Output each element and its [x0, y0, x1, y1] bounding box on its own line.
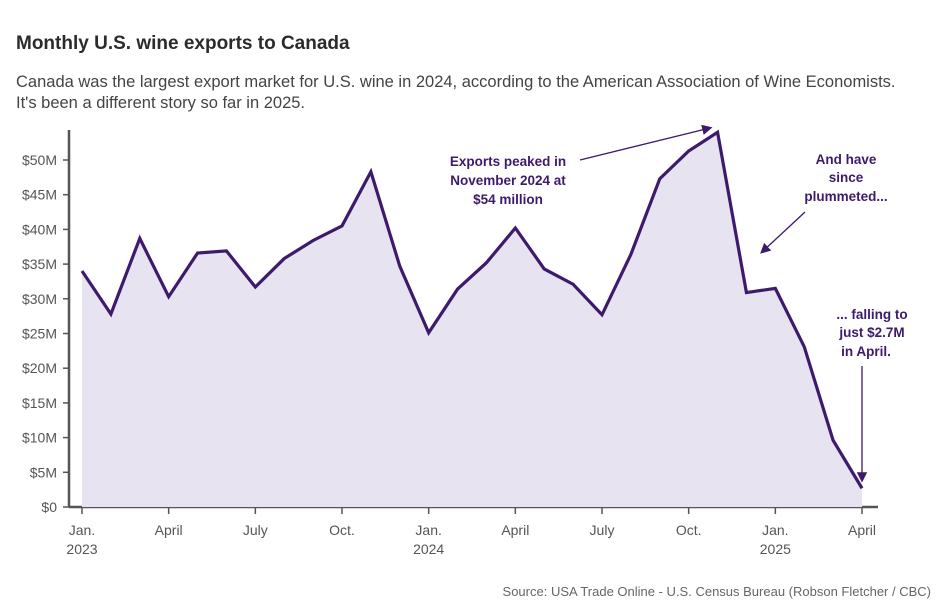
y-tick-label: $45M: [22, 187, 57, 203]
data-point: [542, 267, 546, 271]
decline-annotation-line1: And have: [816, 152, 877, 167]
x-tick-year-label: 2025: [760, 541, 791, 557]
data-point: [369, 170, 373, 174]
y-tick-label: $15M: [22, 395, 57, 411]
data-point: [311, 239, 315, 243]
peak-arrow: [579, 124, 713, 161]
data-point: [716, 130, 720, 134]
y-tick-label: $25M: [22, 326, 57, 342]
data-point: [744, 291, 748, 295]
chart-source: Source: USA Trade Online - U.S. Census B…: [502, 584, 931, 599]
data-point: [398, 264, 402, 268]
data-point: [167, 295, 171, 299]
x-tick-label: April: [848, 522, 876, 538]
april-annotation-line3: in April.: [841, 344, 891, 359]
april-annotation-line2: just $2.7M: [838, 325, 904, 340]
peak-annotation-line2: November 2024 at: [450, 173, 566, 188]
x-tick-label: July: [590, 522, 615, 538]
x-tick-label: Jan.: [69, 522, 95, 538]
data-point: [658, 177, 662, 181]
data-point: [427, 331, 431, 335]
peak-annotation-line3: $54 million: [473, 192, 543, 207]
data-point: [802, 345, 806, 349]
y-tick-label: $10M: [22, 430, 57, 446]
peak-annotation-line1: Exports peaked in: [450, 154, 566, 169]
x-tick-label: Oct.: [676, 522, 702, 538]
y-tick-label: $40M: [22, 221, 57, 237]
data-point: [224, 249, 228, 253]
y-tick-label: $0: [41, 499, 57, 515]
data-point: [80, 269, 84, 273]
data-point: [196, 251, 200, 255]
data-point: [253, 285, 257, 289]
series-area: [82, 132, 862, 508]
data-point: [773, 286, 777, 290]
data-point: [282, 257, 286, 261]
data-point: [571, 282, 575, 286]
chart-title: Monthly U.S. wine exports to Canada: [16, 33, 350, 54]
y-tick-label: $5M: [30, 464, 57, 480]
data-point: [484, 261, 488, 265]
x-tick-label: Jan.: [762, 522, 788, 538]
chart-subtitle: Canada was the largest export market for…: [16, 73, 896, 112]
series-line: [80, 129, 864, 490]
x-tick-label: April: [501, 522, 529, 538]
data-point: [456, 287, 460, 291]
y-tick-label: $20M: [22, 360, 57, 376]
x-tick-year-label: 2024: [413, 541, 444, 557]
axes: $0 $5M $10M $15M $20M $25M $30M $35M $40M $45M $50…: [22, 130, 878, 557]
decline-annotation-line3: plummeted...: [804, 189, 887, 204]
data-point: [138, 236, 142, 240]
x-tick-label: July: [243, 522, 268, 538]
data-point: [109, 312, 113, 316]
y-tick-label: $50M: [22, 152, 57, 168]
data-point: [513, 226, 517, 230]
y-tick-label: $30M: [22, 291, 57, 307]
data-point: [629, 252, 633, 256]
data-point: [831, 438, 835, 442]
y-tick-label: $35M: [22, 256, 57, 272]
plot-area: [80, 129, 864, 508]
april-annotation-line1: ... falling to: [836, 307, 907, 322]
x-tick-year-label: 2023: [66, 541, 97, 557]
decline-annotation-line2: since: [829, 170, 864, 185]
x-tick-label: April: [155, 522, 183, 538]
annotations: Exports peaked in November 2024 at $54 m…: [450, 124, 908, 483]
x-tick-label: Oct.: [329, 522, 355, 538]
x-tick-label: Jan.: [415, 522, 441, 538]
data-point: [600, 313, 604, 317]
data-point: [860, 486, 864, 490]
data-point: [687, 149, 691, 153]
decline-arrow: [760, 211, 806, 254]
line-chart: $0 $5M $10M $15M $20M $25M $30M $35M $40M $45M $50…: [22, 124, 908, 557]
data-point: [340, 224, 344, 228]
